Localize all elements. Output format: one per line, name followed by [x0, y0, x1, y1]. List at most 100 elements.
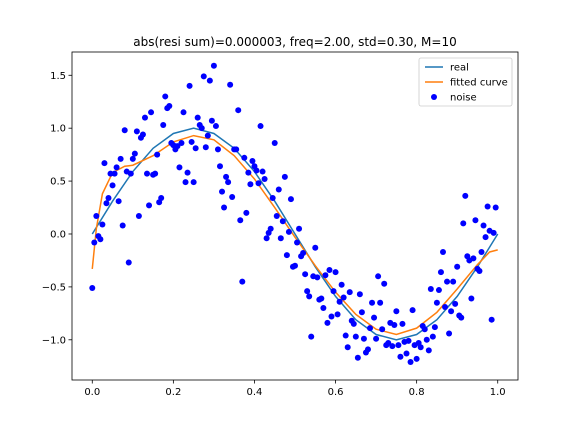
- noise-point: [356, 291, 363, 298]
- noise-point: [346, 289, 353, 296]
- noise-point: [212, 123, 219, 130]
- noise-point: [271, 139, 278, 146]
- noise-point: [188, 138, 195, 145]
- noise-point: [210, 62, 217, 69]
- noise-point: [338, 281, 345, 288]
- noise-point: [135, 213, 142, 219]
- noise-point: [431, 324, 438, 331]
- noise-point: [454, 263, 461, 270]
- noise-point: [101, 160, 108, 167]
- legend: real fitted curve noise: [418, 57, 513, 107]
- noise-point: [279, 218, 286, 225]
- series-line-fitted-curve: [91, 134, 498, 336]
- noise-point: [417, 344, 424, 351]
- noise-point: [190, 179, 197, 186]
- noise-point: [344, 344, 351, 351]
- legend-swatch-noise: [431, 94, 437, 100]
- noise-point: [204, 132, 211, 139]
- noise-point: [206, 77, 213, 84]
- noise-point: [435, 287, 442, 294]
- noise-point: [395, 342, 402, 349]
- noise-point: [133, 128, 140, 135]
- noise-point: [263, 235, 270, 242]
- noise-point: [328, 313, 335, 320]
- noise-point: [403, 350, 410, 357]
- noise-point: [385, 339, 392, 346]
- noise-point: [364, 346, 371, 353]
- noise-point: [306, 293, 313, 300]
- y-tick-label: −0.5: [42, 282, 66, 293]
- noise-point: [121, 127, 128, 134]
- noise-point: [111, 170, 118, 177]
- noise-point: [117, 155, 124, 162]
- x-tick-label: 0.6: [328, 387, 344, 398]
- noise-point: [148, 109, 155, 116]
- noise-point: [174, 143, 181, 150]
- noise-point: [460, 220, 467, 227]
- axes-ticks: 0.0 0.2 0.4 0.6 0.8 1.0 −1.0 −0.5 0.0 0.5 1.0 1.5: [42, 71, 506, 398]
- noise-point: [115, 198, 122, 205]
- noise-point: [249, 157, 256, 164]
- noise-point: [342, 332, 349, 339]
- noise-point: [452, 300, 459, 307]
- noise-point: [332, 269, 339, 276]
- noise-point: [93, 213, 100, 219]
- x-tick-label: 0.0: [84, 387, 100, 398]
- noise-point: [375, 273, 382, 280]
- noise-point: [144, 170, 151, 177]
- x-tick-label: 1.0: [490, 387, 506, 398]
- noise-point: [91, 239, 98, 246]
- noise-point: [247, 181, 254, 188]
- noise-point: [237, 217, 244, 224]
- x-tick-label: 0.8: [409, 387, 425, 398]
- noise-point: [490, 229, 497, 236]
- noise-point: [285, 228, 292, 235]
- noise-point: [320, 305, 327, 312]
- legend-label-real: real: [450, 63, 469, 74]
- noise-point: [448, 308, 455, 315]
- noise-point: [281, 173, 288, 180]
- noise-point: [141, 114, 148, 121]
- noise-point: [129, 155, 136, 162]
- noise-point: [308, 333, 315, 340]
- noise-point: [287, 196, 294, 203]
- noise-point: [324, 319, 331, 326]
- noise-point: [358, 309, 365, 316]
- noise-point: [381, 280, 388, 287]
- noise-point: [154, 151, 161, 158]
- noise-point: [99, 221, 106, 228]
- noise-point: [405, 337, 412, 344]
- noise-point: [184, 169, 191, 176]
- noise-point: [139, 131, 146, 138]
- noise-point: [399, 320, 406, 327]
- x-tick-label: 0.2: [165, 387, 181, 398]
- noise-point: [103, 200, 110, 207]
- noise-point: [267, 225, 274, 232]
- noise-point: [233, 146, 240, 153]
- noise-point: [113, 164, 120, 171]
- noise-point: [160, 122, 167, 129]
- noise-point: [200, 73, 207, 80]
- noise-point: [180, 109, 187, 116]
- noise-point: [312, 244, 319, 251]
- noise-point: [178, 139, 185, 146]
- noise-point: [492, 204, 499, 211]
- noise-point: [176, 164, 183, 171]
- noise-point: [162, 93, 169, 100]
- noise-point: [302, 271, 309, 278]
- noise-point: [131, 150, 138, 157]
- noise-point: [397, 353, 404, 360]
- noise-point: [391, 321, 398, 328]
- noise-point: [182, 179, 189, 186]
- noise-point: [194, 114, 201, 121]
- series-layer: [89, 62, 499, 366]
- noise-point: [354, 354, 361, 361]
- noise-point: [360, 335, 367, 342]
- noise-point: [89, 284, 96, 291]
- noise-point: [407, 359, 414, 366]
- noise-point: [476, 268, 483, 275]
- y-tick-label: 1.0: [50, 124, 66, 135]
- noise-point: [300, 250, 307, 257]
- noise-point: [444, 278, 451, 285]
